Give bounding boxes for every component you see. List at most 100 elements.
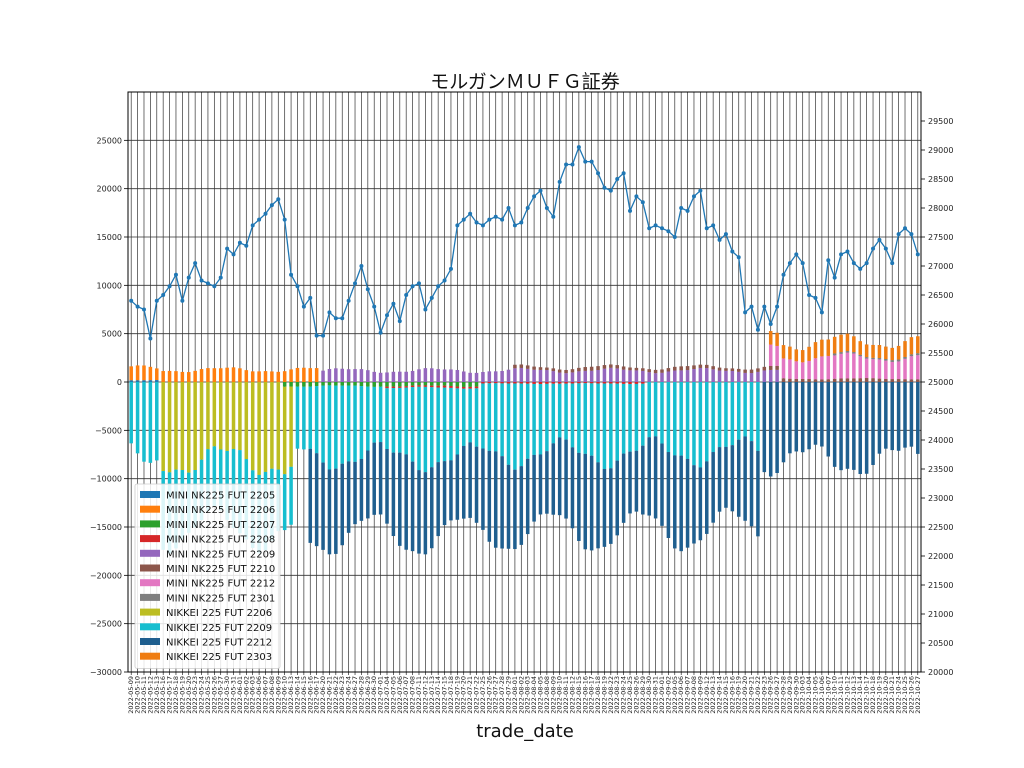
bar-5-84 [666,368,671,372]
x-tick-label: 2022-05-23 [191,676,199,714]
bar-9-30 [321,385,325,463]
bar-6-114 [858,356,863,379]
x-tick-label: 2022-06-06 [255,676,263,714]
bar-3-40 [385,386,389,389]
bar-1-23 [276,371,281,382]
price-point-22 [269,203,274,208]
x-tick-label: 2022-09-27 [773,676,781,714]
bar-10-53 [468,442,472,518]
price-point-51 [455,223,460,228]
legend-label-7: MINI NK225 FUT 2301 [166,593,275,604]
price-point-35 [353,281,358,286]
bar-10-39 [378,442,383,515]
price-point-100 [768,322,773,326]
bar-9-64 [538,384,543,455]
bar-2-41 [391,382,396,387]
bar-9-80 [641,383,645,446]
bar-1-5 [161,371,165,382]
legend-swatch-5 [140,564,160,572]
bar-8-9 [186,382,191,473]
bar-8-11 [199,382,204,460]
bar-10-34 [346,461,351,533]
bar-9-91 [711,382,715,453]
bar-3-55 [481,382,485,384]
bar-1-13 [212,368,217,382]
bar-9-31 [327,385,332,470]
x-tick-label: 2022-07-22 [473,676,481,714]
bar-4-32 [334,368,338,382]
bar-3-52 [461,386,466,389]
bar-2-37 [366,382,370,387]
bar-3-48 [436,385,440,388]
bar-9-0 [129,382,133,444]
y2-tick-label: 23500 [928,465,953,474]
bar-4-80 [641,370,645,382]
bar-8-5 [161,382,165,472]
price-point-93 [723,232,728,237]
bar-3-80 [641,382,645,384]
bar-4-84 [666,371,671,382]
bar-9-37 [366,386,370,451]
bar-7-123 [916,353,920,356]
price-point-16 [231,252,236,257]
legend-label-8: NIKKEI 225 FUT 2206 [166,608,272,619]
bar-5-94 [730,368,735,371]
bar-10-101 [775,382,779,473]
bar-4-77 [621,369,626,382]
bar-2-48 [436,382,440,386]
bar-10-106 [807,382,811,450]
bar-4-70 [577,371,581,382]
x-tick-label: 2022-09-07 [684,676,692,714]
x-tick-label: 2022-08-03 [524,676,532,714]
x-tick-label: 2022-10-03 [799,676,807,714]
bar-10-79 [634,450,639,512]
price-point-29 [314,333,319,338]
bar-3-66 [551,382,556,384]
price-point-64 [538,188,543,193]
bar-8-25 [289,386,293,467]
price-point-88 [691,194,696,199]
x-tick-label: 2022-09-20 [741,676,749,714]
x-tick-label: 2022-10-25 [901,676,909,714]
bar-5-100 [768,365,773,370]
bar-11-123 [916,336,920,354]
price-point-1 [135,304,140,309]
bar-10-64 [538,454,543,515]
x-tick-label: 2022-10-27 [914,676,922,714]
price-point-108 [819,310,824,315]
bar-3-67 [557,382,562,384]
bar-4-76 [615,368,619,382]
bar-10-94 [730,445,735,512]
bar-11-119 [890,347,894,361]
bar-10-60 [513,469,517,550]
bar-5-89 [698,364,703,368]
bar-7-113 [852,352,856,354]
bar-10-62 [525,458,530,535]
bar-9-66 [551,383,556,444]
x-tick-label: 2022-10-05 [811,676,819,714]
bar-4-57 [493,371,498,382]
bar-9-25 [289,466,293,525]
x-tick-label: 2022-09-19 [735,676,743,714]
bar-5-93 [724,368,728,371]
bar-8-10 [193,382,197,471]
bar-5-105 [800,378,805,382]
bar-1-22 [270,371,274,382]
x-axis-label: trade_date [476,721,574,742]
bar-4-74 [602,368,607,382]
x-tick-label: 2022-10-12 [843,676,851,714]
price-point-116 [871,246,876,251]
bar-4-67 [557,372,562,382]
bar-3-44 [410,385,415,388]
x-tick-label: 2022-09-21 [748,676,756,714]
price-point-53 [468,211,473,216]
x-tick-label: 2022-05-26 [210,676,218,714]
bar-10-43 [404,454,408,550]
bar-3-71 [583,382,588,384]
bar-11-109 [826,339,831,356]
price-point-72 [589,159,594,164]
bar-5-81 [647,369,651,373]
bar-9-60 [513,383,517,470]
bar-4-31 [327,368,332,382]
